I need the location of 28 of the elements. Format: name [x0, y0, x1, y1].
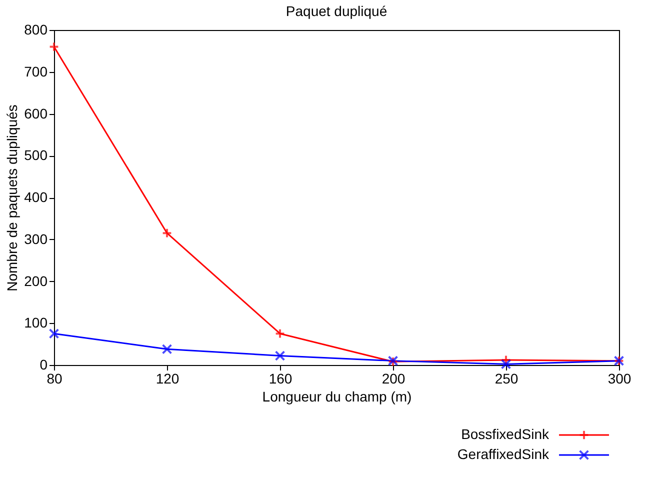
chart-title: Paquet dupliqué — [286, 3, 388, 19]
y-tick-label: 800 — [24, 22, 48, 38]
point — [48, 42, 60, 52]
legend-label: BossfixedSink — [461, 426, 550, 442]
x-tick-label: 80 — [46, 370, 62, 386]
point — [274, 350, 286, 361]
x-tick-label: 300 — [608, 370, 632, 386]
y-axis-title: Nombre de paquets dupliqués — [4, 104, 20, 292]
x-tick-label: 200 — [382, 370, 406, 386]
y-tick-label: 0 — [40, 356, 48, 372]
point — [162, 228, 172, 238]
y-tick-label: 200 — [24, 272, 48, 289]
x-tick-label: 120 — [156, 370, 180, 386]
point — [274, 328, 286, 339]
point — [48, 328, 60, 339]
x-axis-title: Longueur du champ (m) — [262, 388, 412, 404]
point — [162, 344, 172, 354]
x-tick-label: 160 — [268, 370, 292, 386]
x-tick-label: 250 — [494, 370, 518, 386]
legend-label: GeraffixedSink — [457, 446, 550, 462]
y-tick-label: 500 — [24, 147, 48, 164]
y-tick-label: 600 — [24, 105, 48, 122]
y-tick-label: 100 — [24, 314, 48, 331]
point — [500, 358, 512, 370]
y-tick-label: 400 — [24, 189, 48, 205]
y-tick-label: 700 — [24, 63, 48, 80]
point — [500, 354, 512, 366]
y-tick-label: 300 — [24, 230, 48, 247]
